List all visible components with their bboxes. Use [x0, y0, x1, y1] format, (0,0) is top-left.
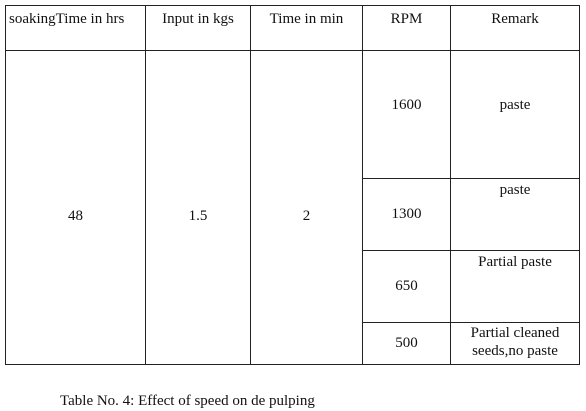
cell: 500: [395, 335, 418, 351]
rule: [362, 322, 580, 323]
rule: [5, 5, 580, 6]
rule: [5, 5, 6, 365]
cell: 650: [395, 278, 418, 294]
cell: 1.5: [188, 208, 208, 224]
cell: 1300: [391, 206, 422, 222]
rule: [5, 364, 580, 365]
cell: 48: [68, 208, 83, 224]
rule: [362, 178, 580, 179]
cell: 2: [302, 208, 311, 224]
rule: [362, 5, 363, 365]
rule: [145, 5, 146, 365]
rule: [579, 5, 580, 365]
rule: [450, 5, 451, 365]
header-cell: RPM: [390, 11, 423, 27]
rule: [362, 250, 580, 251]
cell: 1600: [391, 97, 422, 113]
header-cell: soakingTime in hrs: [9, 11, 125, 27]
header-cell: Input in kgs: [162, 11, 234, 27]
cell: Partial cleaned seeds,no paste: [470, 325, 560, 359]
cell: paste: [499, 97, 531, 113]
rule: [5, 50, 580, 51]
header-cell: Remark: [491, 11, 539, 27]
cell: Partial paste: [478, 254, 552, 270]
cell: paste: [499, 182, 531, 198]
rule: [250, 5, 251, 365]
caption: Table No. 4: Effect of speed on de pulpi…: [60, 393, 315, 409]
header-cell: Time in min: [269, 11, 344, 27]
